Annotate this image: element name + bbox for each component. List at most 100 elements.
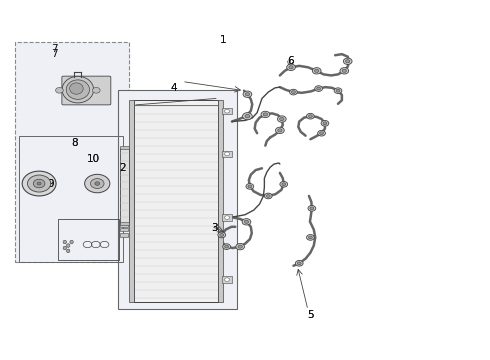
Circle shape <box>307 113 314 119</box>
Ellipse shape <box>63 240 67 244</box>
Circle shape <box>236 243 245 250</box>
Text: 3: 3 <box>212 223 218 233</box>
Circle shape <box>336 89 340 92</box>
Bar <box>218 100 223 302</box>
Circle shape <box>343 58 352 64</box>
Circle shape <box>91 179 104 189</box>
Text: 8: 8 <box>71 138 78 148</box>
Circle shape <box>245 93 249 96</box>
Circle shape <box>37 182 41 185</box>
Ellipse shape <box>63 246 67 250</box>
Bar <box>129 100 134 302</box>
Circle shape <box>310 207 314 210</box>
Bar <box>118 90 237 309</box>
Bar <box>222 150 232 157</box>
Text: 5: 5 <box>307 310 314 320</box>
Circle shape <box>289 66 293 69</box>
Circle shape <box>243 113 252 120</box>
Circle shape <box>33 179 45 188</box>
Bar <box>121 228 128 231</box>
Circle shape <box>267 194 270 197</box>
Text: 8: 8 <box>71 138 78 148</box>
Circle shape <box>280 181 288 187</box>
Circle shape <box>223 244 230 249</box>
Text: 7: 7 <box>51 49 58 59</box>
Text: 9: 9 <box>47 179 53 189</box>
Circle shape <box>282 183 286 186</box>
Circle shape <box>218 232 225 238</box>
Circle shape <box>340 68 349 74</box>
Circle shape <box>307 235 314 240</box>
Circle shape <box>334 88 342 94</box>
Circle shape <box>242 219 251 225</box>
Circle shape <box>93 87 100 93</box>
Ellipse shape <box>67 249 70 253</box>
Circle shape <box>238 245 243 248</box>
Circle shape <box>275 127 284 134</box>
Bar <box>134 100 219 302</box>
Circle shape <box>261 111 270 118</box>
Circle shape <box>297 262 301 265</box>
FancyBboxPatch shape <box>62 76 111 105</box>
Circle shape <box>278 129 282 132</box>
Circle shape <box>312 68 321 74</box>
Bar <box>15 42 129 261</box>
Bar <box>58 219 119 260</box>
Circle shape <box>243 91 252 98</box>
Circle shape <box>319 132 323 135</box>
Circle shape <box>277 116 286 122</box>
Circle shape <box>290 89 297 95</box>
Circle shape <box>292 91 295 94</box>
Bar <box>120 148 129 222</box>
Circle shape <box>246 184 254 189</box>
Circle shape <box>95 182 99 185</box>
Text: 9: 9 <box>47 179 53 189</box>
Bar <box>19 136 123 261</box>
Circle shape <box>55 87 63 93</box>
Circle shape <box>224 152 229 156</box>
Circle shape <box>248 185 252 188</box>
Text: 4: 4 <box>170 83 176 93</box>
Circle shape <box>224 245 228 248</box>
Bar <box>121 223 128 227</box>
Text: 5: 5 <box>307 310 314 320</box>
Bar <box>222 276 232 283</box>
Circle shape <box>263 113 268 116</box>
Ellipse shape <box>66 80 90 99</box>
Text: 6: 6 <box>288 56 294 66</box>
Ellipse shape <box>62 76 94 103</box>
Circle shape <box>309 115 312 118</box>
Circle shape <box>224 278 229 282</box>
Circle shape <box>323 122 327 125</box>
Circle shape <box>321 121 329 126</box>
Circle shape <box>220 234 223 237</box>
Ellipse shape <box>70 83 83 94</box>
Circle shape <box>245 220 248 224</box>
Text: 2: 2 <box>120 163 126 172</box>
Bar <box>222 215 232 221</box>
Text: 10: 10 <box>87 154 100 164</box>
Circle shape <box>308 206 316 211</box>
Circle shape <box>315 69 319 72</box>
Text: 3: 3 <box>212 223 218 233</box>
Circle shape <box>224 109 229 113</box>
Bar <box>121 233 128 237</box>
Circle shape <box>280 117 284 121</box>
Circle shape <box>318 130 325 136</box>
Text: 7: 7 <box>51 44 58 54</box>
Text: 4: 4 <box>170 83 176 93</box>
Ellipse shape <box>67 244 70 247</box>
Text: 1: 1 <box>220 35 226 45</box>
Text: 1: 1 <box>220 35 226 45</box>
Circle shape <box>317 87 320 90</box>
Circle shape <box>342 69 346 72</box>
Circle shape <box>27 175 51 192</box>
Text: 6: 6 <box>288 56 294 66</box>
Text: 10: 10 <box>87 154 100 164</box>
Circle shape <box>345 60 350 63</box>
Circle shape <box>22 171 56 196</box>
Ellipse shape <box>70 240 74 244</box>
Circle shape <box>315 86 322 91</box>
Bar <box>120 222 129 225</box>
Text: 2: 2 <box>120 163 126 172</box>
